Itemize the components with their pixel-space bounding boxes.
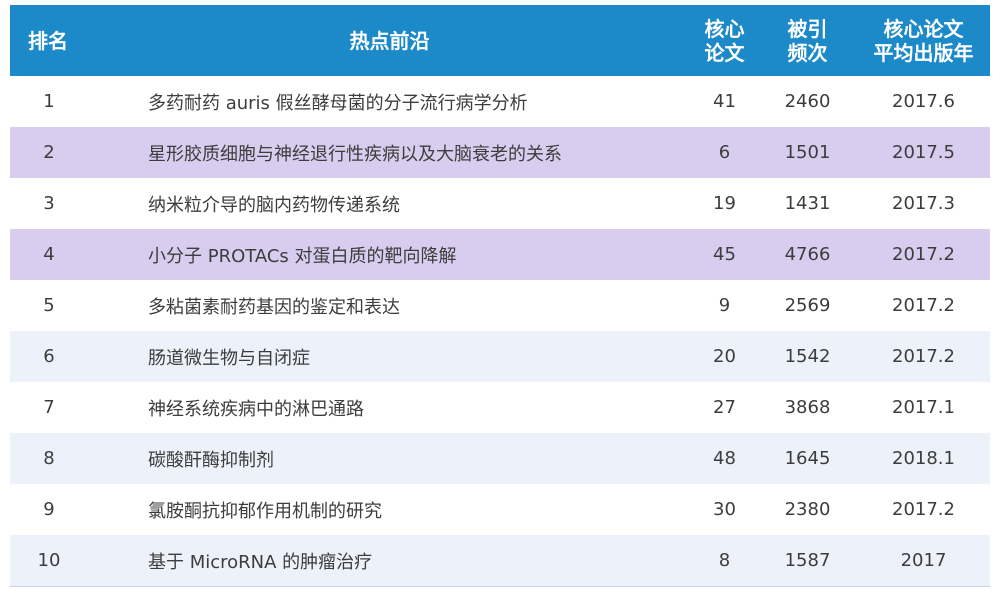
hot-fronts-table: 排名 热点前沿 核心 论文 被引 频次 核心论文 平均出版年 1 多药耐药 aur… <box>10 5 990 587</box>
header-topic: 热点前沿 <box>349 28 430 53</box>
cell-topic: 纳米粒介导的脑内药物传递系统 <box>148 194 400 216</box>
cell-core-papers: 19 <box>713 193 736 214</box>
cell-core-papers: 41 <box>713 91 736 112</box>
cell-rank: 10 <box>37 550 61 571</box>
header-citations: 被引 频次 <box>787 16 828 65</box>
table-row: 2 星形胶质细胞与神经退行性疾病以及大脑衰老的关系 6 1501 2017.5 <box>10 127 990 178</box>
cell-rank: 8 <box>43 448 55 469</box>
cell-avg-year: 2017.2 <box>892 346 955 367</box>
cell-citations: 1501 <box>784 142 831 163</box>
cell-avg-year: 2018.1 <box>892 448 955 469</box>
cell-citations: 2380 <box>784 499 831 520</box>
cell-citations: 2460 <box>784 91 831 112</box>
table-row: 10 基于 MicroRNA 的肿瘤治疗 8 1587 2017 <box>10 535 990 586</box>
table-body: 1 多药耐药 auris 假丝酵母菌的分子流行病学分析 41 2460 2017.6 2 星… <box>10 76 990 586</box>
table-row: 1 多药耐药 auris 假丝酵母菌的分子流行病学分析 41 2460 2017.6 <box>10 76 990 127</box>
cell-rank: 3 <box>43 193 55 214</box>
cell-topic: 多粘菌素耐药基因的鉴定和表达 <box>148 296 400 318</box>
cell-avg-year: 2017.5 <box>892 142 955 163</box>
cell-topic: 氯胺酮抗抑郁作用机制的研究 <box>148 500 382 522</box>
cell-topic: 碳酸酐酶抑制剂 <box>148 449 274 471</box>
cell-core-papers: 6 <box>718 142 731 163</box>
cell-avg-year: 2017.2 <box>892 295 955 316</box>
header-core-papers: 核心 论文 <box>704 16 745 65</box>
cell-topic: 星形胶质细胞与神经退行性疾病以及大脑衰老的关系 <box>148 143 562 165</box>
table-row: 5 多粘菌素耐药基因的鉴定和表达 9 2569 2017.2 <box>10 280 990 331</box>
cell-rank: 4 <box>43 244 55 265</box>
table-row: 7 神经系统疾病中的淋巴通路 27 3868 2017.1 <box>10 382 990 433</box>
cell-avg-year: 2017.3 <box>892 193 955 214</box>
cell-topic: 基于 MicroRNA 的肿瘤治疗 <box>148 551 373 573</box>
header-rank: 排名 <box>28 28 68 53</box>
cell-rank: 1 <box>43 91 55 112</box>
cell-rank: 7 <box>43 397 55 418</box>
cell-core-papers: 45 <box>713 244 736 265</box>
cell-citations: 3868 <box>784 397 831 418</box>
cell-citations: 1542 <box>784 346 831 367</box>
cell-topic: 小分子 PROTACs 对蛋白质的靶向降解 <box>148 245 457 267</box>
cell-citations: 1645 <box>784 448 831 469</box>
table-bottom-border <box>10 586 990 587</box>
cell-avg-year: 2017.2 <box>892 499 955 520</box>
cell-avg-year: 2017 <box>900 550 947 571</box>
cell-core-papers: 8 <box>718 550 731 571</box>
header-avg-year: 核心论文 平均出版年 <box>873 16 974 65</box>
cell-core-papers: 27 <box>713 397 736 418</box>
cell-avg-year: 2017.1 <box>892 397 955 418</box>
table-header: 排名 热点前沿 核心 论文 被引 频次 核心论文 平均出版年 <box>10 5 990 76</box>
cell-citations: 2569 <box>784 295 831 316</box>
cell-citations: 1587 <box>784 550 831 571</box>
table-row: 9 氯胺酮抗抑郁作用机制的研究 30 2380 2017.2 <box>10 484 990 535</box>
cell-avg-year: 2017.2 <box>892 244 955 265</box>
cell-core-papers: 9 <box>718 295 731 316</box>
cell-topic: 肠道微生物与自闭症 <box>148 347 310 369</box>
cell-citations: 4766 <box>784 244 831 265</box>
cell-rank: 2 <box>43 142 55 163</box>
cell-topic: 神经系统疾病中的淋巴通路 <box>148 398 364 420</box>
cell-topic: 多药耐药 auris 假丝酵母菌的分子流行病学分析 <box>148 92 528 114</box>
cell-core-papers: 48 <box>713 448 736 469</box>
table-row: 4 小分子 PROTACs 对蛋白质的靶向降解 45 4766 2017.2 <box>10 229 990 280</box>
cell-core-papers: 20 <box>713 346 736 367</box>
table-row: 8 碳酸酐酶抑制剂 48 1645 2018.1 <box>10 433 990 484</box>
cell-rank: 9 <box>43 499 55 520</box>
table-row: 3 纳米粒介导的脑内药物传递系统 19 1431 2017.3 <box>10 178 990 229</box>
cell-rank: 6 <box>43 346 55 367</box>
cell-citations: 1431 <box>784 193 831 214</box>
table-row: 6 肠道微生物与自闭症 20 1542 2017.2 <box>10 331 990 382</box>
cell-core-papers: 30 <box>713 499 736 520</box>
cell-rank: 5 <box>43 295 55 316</box>
cell-avg-year: 2017.6 <box>892 91 955 112</box>
